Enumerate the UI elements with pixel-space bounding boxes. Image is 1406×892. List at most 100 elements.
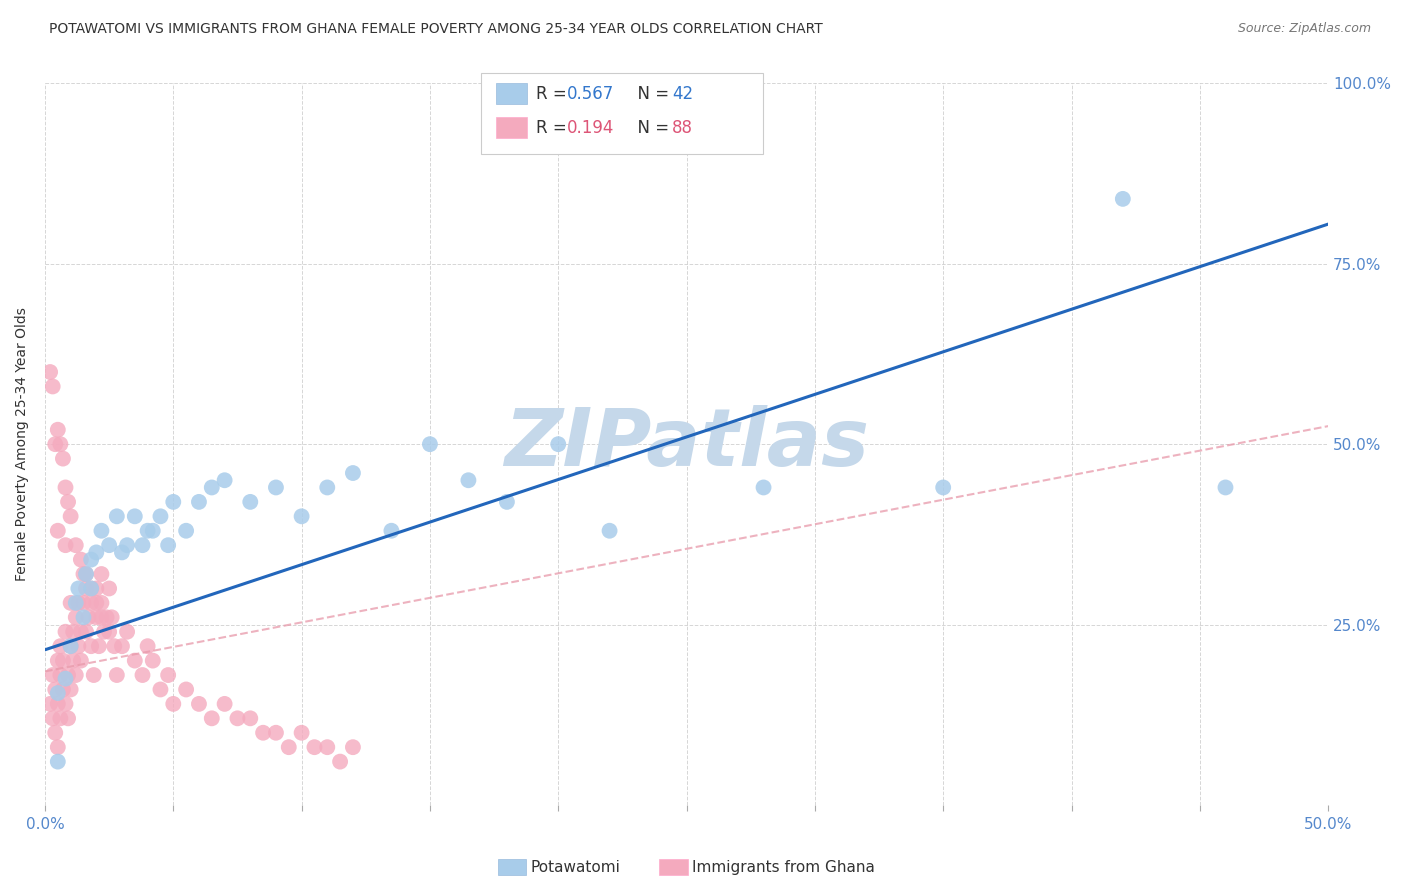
Point — [214, 473, 236, 487]
Point — [67, 596, 90, 610]
Point — [111, 545, 134, 559]
Point — [98, 624, 121, 639]
Point — [59, 509, 82, 524]
Point — [67, 582, 90, 596]
Y-axis label: Female Poverty Among 25-34 Year Olds: Female Poverty Among 25-34 Year Olds — [15, 307, 30, 581]
Point — [201, 711, 224, 725]
Point — [380, 524, 402, 538]
Point — [70, 552, 93, 566]
Point — [84, 596, 107, 610]
Point — [157, 668, 180, 682]
Point — [49, 711, 72, 725]
Point — [277, 740, 299, 755]
Point — [105, 509, 128, 524]
Text: 0.567: 0.567 — [567, 85, 614, 103]
Point — [46, 755, 69, 769]
Point — [96, 610, 118, 624]
Point — [83, 668, 105, 682]
Point — [41, 711, 63, 725]
Point — [342, 740, 364, 755]
Text: N =: N = — [627, 119, 675, 136]
Point — [157, 538, 180, 552]
Point — [80, 639, 103, 653]
Point — [65, 538, 87, 552]
Point — [252, 725, 274, 739]
Point — [55, 672, 77, 686]
Text: 42: 42 — [672, 85, 693, 103]
Point — [52, 451, 75, 466]
Point — [149, 682, 172, 697]
Point — [52, 682, 75, 697]
Point — [80, 552, 103, 566]
Point — [46, 686, 69, 700]
Point — [100, 610, 122, 624]
Point — [62, 624, 84, 639]
Point — [49, 437, 72, 451]
Point — [547, 437, 569, 451]
Point — [56, 711, 79, 725]
Point — [41, 379, 63, 393]
Point — [55, 697, 77, 711]
Point — [65, 596, 87, 610]
Point — [201, 480, 224, 494]
Text: 0.194: 0.194 — [567, 119, 614, 136]
Text: 88: 88 — [672, 119, 693, 136]
Point — [105, 668, 128, 682]
Point — [75, 624, 97, 639]
Point — [264, 725, 287, 739]
Point — [87, 639, 110, 653]
Point — [304, 740, 326, 755]
Point — [59, 639, 82, 653]
Point — [90, 524, 112, 538]
Point — [93, 624, 115, 639]
Point — [124, 509, 146, 524]
Point — [75, 567, 97, 582]
Point — [70, 624, 93, 639]
Text: Immigrants from Ghana: Immigrants from Ghana — [692, 860, 875, 874]
Point — [90, 610, 112, 624]
Point — [44, 725, 66, 739]
Point — [44, 437, 66, 451]
Point — [80, 596, 103, 610]
Text: R =: R = — [536, 119, 572, 136]
Point — [149, 509, 172, 524]
Point — [599, 524, 621, 538]
Point — [188, 697, 211, 711]
Point — [752, 480, 775, 494]
Point — [46, 524, 69, 538]
Point — [59, 639, 82, 653]
Point — [1215, 480, 1237, 494]
Point — [46, 423, 69, 437]
Point — [84, 582, 107, 596]
Text: Potawatomi: Potawatomi — [530, 860, 620, 874]
Point — [46, 654, 69, 668]
Point — [59, 596, 82, 610]
Point — [103, 639, 125, 653]
Point — [111, 639, 134, 653]
Point — [72, 567, 94, 582]
Point — [291, 509, 314, 524]
Point — [115, 538, 138, 552]
Point — [214, 697, 236, 711]
Text: R =: R = — [536, 85, 572, 103]
Point — [115, 624, 138, 639]
Point — [98, 582, 121, 596]
Point — [80, 582, 103, 596]
Point — [55, 624, 77, 639]
Point — [98, 538, 121, 552]
Point — [174, 682, 197, 697]
Point — [84, 610, 107, 624]
Point — [142, 654, 165, 668]
Text: N =: N = — [627, 85, 675, 103]
Point — [457, 473, 479, 487]
Point — [67, 639, 90, 653]
Point — [75, 582, 97, 596]
Point — [75, 567, 97, 582]
Point — [342, 466, 364, 480]
Point — [65, 610, 87, 624]
Text: ZIPatlas: ZIPatlas — [505, 405, 869, 483]
Point — [59, 682, 82, 697]
Point — [329, 755, 352, 769]
Point — [49, 639, 72, 653]
Point — [70, 654, 93, 668]
